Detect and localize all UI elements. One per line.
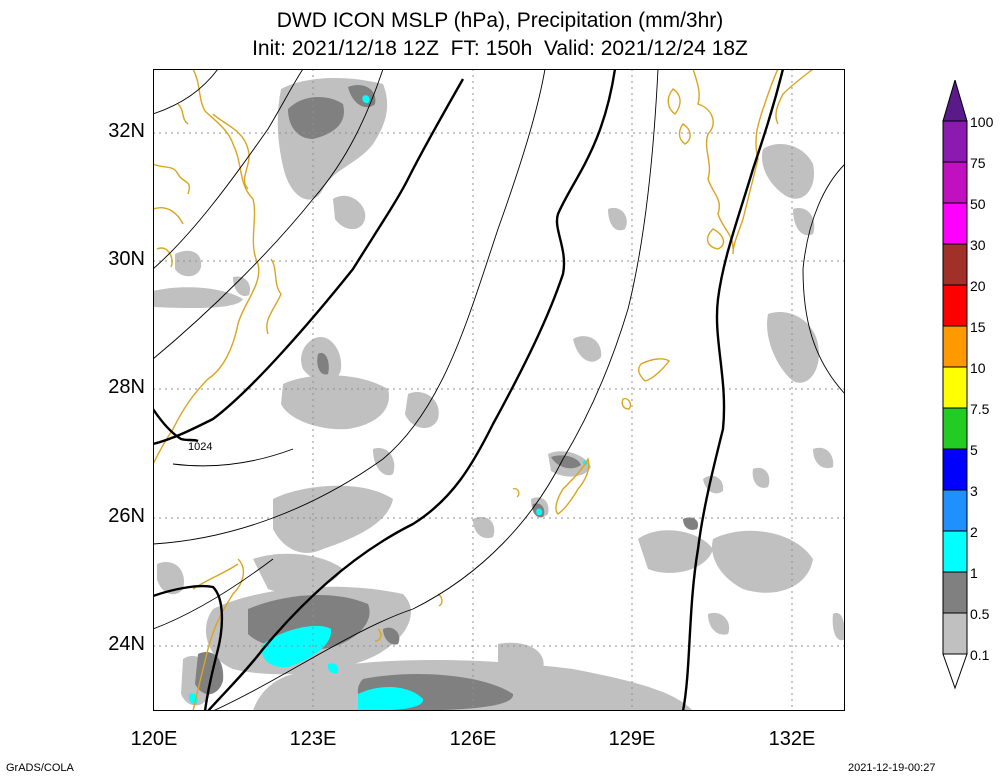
legend-color-30	[942, 243, 968, 286]
legend-label-7-5: 7.5	[970, 401, 990, 417]
lon-label-129e: 129E	[608, 728, 656, 750]
legend-color-20	[942, 284, 968, 327]
legend-label-10: 10	[970, 360, 986, 376]
lat-label-32n: 32N	[108, 120, 145, 142]
creation-timestamp: 2021-12-19-00:27	[848, 762, 936, 774]
legend-label-30: 30	[970, 237, 986, 253]
legend-color-2	[942, 530, 968, 573]
isobars-thick	[153, 69, 785, 711]
lat-label-28n: 28N	[108, 376, 145, 398]
isobars-thin	[153, 69, 845, 711]
map-panel: 1024	[153, 69, 845, 711]
legend-label-0-1: 0.1	[970, 647, 990, 663]
chart-title-line1: DWD ICON MSLP (hPa), Precipitation (mm/3…	[276, 9, 724, 32]
legend-label-3: 3	[970, 483, 978, 499]
legend-color-75	[942, 161, 968, 204]
chart-title-line2: Init: 2021/12/18 12Z FT: 150h Valid: 202…	[252, 37, 748, 60]
legend-label-15: 15	[970, 319, 986, 335]
precip-heavy-areas	[188, 95, 588, 711]
isobar-label: 1024	[188, 441, 212, 453]
legend-color-100	[942, 120, 968, 163]
legend-color-10	[942, 366, 968, 409]
legend-label-0-5: 0.5	[970, 606, 990, 622]
legend-color-1	[942, 571, 968, 614]
coastlines	[153, 69, 814, 711]
lon-label-126e: 126E	[449, 728, 497, 750]
precip-medium-areas	[195, 84, 699, 711]
legend-bottom-arrow	[942, 653, 968, 690]
lat-label-24n: 24N	[108, 633, 145, 655]
lat-label-26n: 26N	[108, 505, 145, 527]
legend-label-75: 75	[970, 155, 986, 171]
grid-lines	[153, 69, 845, 711]
precip-legend-bar	[942, 80, 968, 690]
lat-label-30n: 30N	[108, 248, 145, 270]
lon-label-132e: 132E	[768, 728, 816, 750]
map-frame	[153, 69, 845, 711]
legend-color-3	[942, 489, 968, 532]
legend-color-15	[942, 325, 968, 368]
legend-color-0-5	[942, 612, 968, 655]
legend-label-5: 5	[970, 442, 978, 458]
software-credit: GrADS/COLA	[6, 762, 74, 774]
legend-color-50	[942, 202, 968, 245]
legend-label-100: 100	[970, 114, 994, 130]
legend-color-5	[942, 448, 968, 491]
lon-label-123e: 123E	[289, 728, 337, 750]
lon-label-120e: 120E	[130, 728, 178, 750]
legend-color-7-5	[942, 407, 968, 450]
legend-label-1: 1	[970, 565, 978, 581]
legend-top-arrow	[942, 80, 968, 122]
legend-label-50: 50	[970, 196, 986, 212]
legend-label-2: 2	[970, 524, 978, 540]
legend-label-20: 20	[970, 278, 986, 294]
